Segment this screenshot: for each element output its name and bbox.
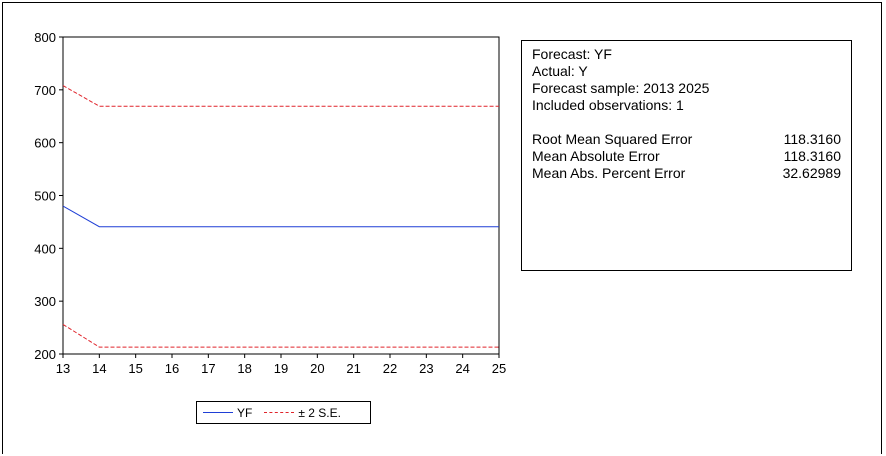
- series-line-yf: [62, 205, 499, 228]
- x-tick-label: 23: [419, 361, 433, 376]
- legend-item-yf: YF: [203, 406, 252, 420]
- legend-label: YF: [237, 405, 253, 420]
- plot-area: [62, 36, 500, 355]
- series-group: [62, 85, 499, 348]
- series-line-upper-band: [62, 85, 499, 107]
- metric-label: Root Mean Squared Error: [532, 131, 693, 147]
- metric-value: 32.62989: [782, 165, 841, 181]
- x-axis: 13 14 15 16 17 18 19 20 21 22 23 24 25: [56, 354, 506, 376]
- y-tick-label: 500: [34, 189, 56, 204]
- metric-row-mape: Mean Abs. Percent Error 32.62989: [532, 165, 851, 182]
- legend-swatch-dashed: [264, 412, 295, 413]
- x-tick-label: 22: [383, 361, 397, 376]
- y-tick-label: 400: [34, 241, 56, 256]
- forecast-stats-panel: Forecast: YF Actual: Y Forecast sample: …: [521, 40, 852, 271]
- y-tick-label: 200: [34, 347, 56, 362]
- series-line-lower-band: [62, 323, 499, 348]
- forecast-label: Forecast: YF: [532, 46, 612, 62]
- y-tick-label: 800: [34, 30, 56, 45]
- forecast-sample-label: Forecast sample: 2013 2025: [532, 80, 710, 96]
- legend-swatch-solid: [203, 412, 233, 413]
- metric-label: Mean Absolute Error: [532, 148, 660, 164]
- x-tick-label: 25: [492, 361, 506, 376]
- x-tick-label: 15: [128, 361, 142, 376]
- legend-label: ± 2 S.E.: [298, 405, 341, 420]
- x-tick-label: 17: [201, 361, 215, 376]
- x-tick-label: 18: [237, 361, 251, 376]
- chart-legend: YF ± 2 S.E.: [196, 401, 371, 424]
- legend-item-se: ± 2 S.E.: [264, 406, 341, 420]
- metric-row-mae: Mean Absolute Error 118.3160: [532, 148, 851, 165]
- actual-label: Actual: Y: [532, 63, 588, 79]
- y-tick-label: 600: [34, 136, 56, 151]
- x-tick-label: 16: [165, 361, 179, 376]
- metric-value: 118.3160: [783, 131, 841, 147]
- metric-row-rmse: Root Mean Squared Error 118.3160: [532, 131, 851, 148]
- x-tick-label: 19: [274, 361, 288, 376]
- x-tick-label: 20: [310, 361, 324, 376]
- x-tick-label: 13: [56, 361, 70, 376]
- x-tick-label: 21: [346, 361, 360, 376]
- y-tick-label: 700: [34, 83, 56, 98]
- y-tick-label: 300: [34, 294, 56, 309]
- included-observations-label: Included observations: 1: [532, 97, 684, 113]
- y-axis: 200 300 400 500 600 700 800: [34, 30, 63, 362]
- x-tick-label: 14: [92, 361, 106, 376]
- metric-value: 118.3160: [783, 148, 841, 164]
- x-tick-label: 24: [455, 361, 469, 376]
- metric-label: Mean Abs. Percent Error: [532, 165, 686, 181]
